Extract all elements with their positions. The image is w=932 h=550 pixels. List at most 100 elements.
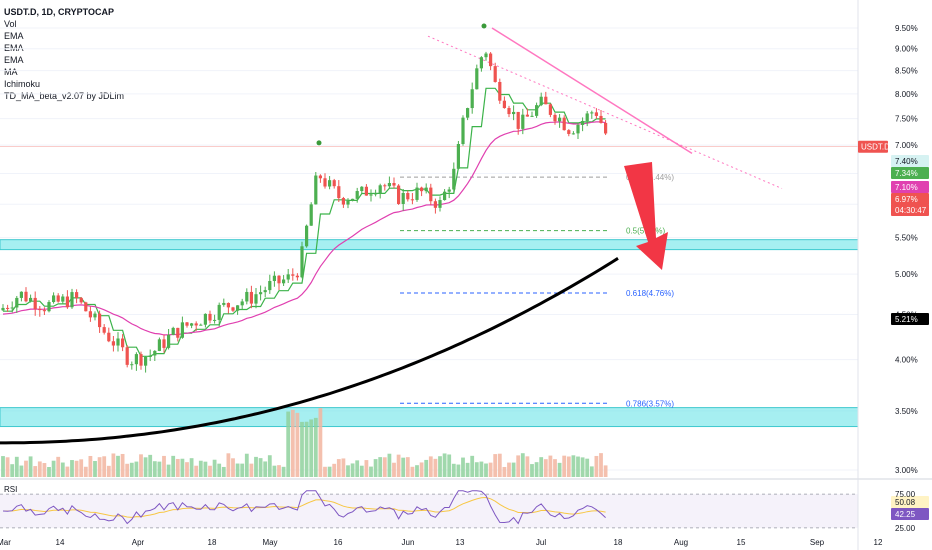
indicator-ema-1[interactable]: EMA <box>4 31 24 41</box>
volume-bar <box>557 462 562 477</box>
volume-bar <box>488 462 493 477</box>
volume-bar <box>410 466 415 477</box>
volume-bar <box>332 463 337 477</box>
volume-bar <box>194 465 199 477</box>
candle-body <box>530 115 534 117</box>
volume-bar <box>415 465 419 477</box>
bearish-arrow <box>624 162 668 270</box>
volume-bar <box>424 459 429 477</box>
price-label-bg <box>891 181 929 193</box>
volume-bar <box>19 465 24 477</box>
candle-body <box>585 113 589 121</box>
candle-body <box>162 339 166 348</box>
volume-bar <box>277 465 281 477</box>
candle-body <box>102 327 106 333</box>
down-arrow <box>624 162 668 270</box>
rsi-value-label: 42.25 <box>895 510 916 519</box>
rsi-value-label: 50.08 <box>895 498 916 507</box>
price-label-bg <box>891 193 929 205</box>
candle-body <box>61 296 65 302</box>
volume-bar <box>304 421 309 477</box>
volume-bar <box>221 466 226 477</box>
indicator-ema-2[interactable]: EMA <box>4 43 24 53</box>
candle-body <box>387 183 391 187</box>
volume-bar <box>447 454 452 477</box>
volume-bar <box>433 458 438 477</box>
candle-body <box>535 105 539 116</box>
volume-bar <box>313 417 318 477</box>
candle-body <box>383 185 387 187</box>
candle-body <box>456 143 460 169</box>
volume-bar <box>382 457 387 477</box>
candle-body <box>328 180 332 187</box>
candle-body <box>571 133 575 135</box>
candle-body <box>259 292 263 295</box>
candle-body <box>33 297 37 310</box>
volume-bar <box>258 458 263 477</box>
time-tick-label: 18 <box>208 538 217 547</box>
chart-title[interactable]: USDT.D, 1D, CRYPTOCAP <box>4 7 115 17</box>
candle-body <box>180 322 184 338</box>
volume-bar <box>134 461 139 477</box>
indicator-vol[interactable]: Vol <box>4 19 17 29</box>
indicator-ma[interactable]: MA <box>4 67 18 77</box>
candle-body <box>323 178 327 187</box>
candle-body <box>176 327 180 338</box>
candle-body <box>594 112 598 116</box>
volume-bar <box>589 466 594 477</box>
candle-body <box>75 292 79 298</box>
volume-bar <box>461 457 465 477</box>
price-label-bg <box>891 155 929 167</box>
volume-bar <box>143 457 148 477</box>
candle-body <box>88 311 92 318</box>
candle-body <box>116 338 120 346</box>
candle-body <box>364 186 368 196</box>
volume-bar <box>203 461 208 477</box>
volume-bar <box>585 458 590 477</box>
volume-bar <box>419 462 424 477</box>
candle-body <box>208 313 212 321</box>
volume-bar <box>267 455 272 477</box>
candle-body <box>424 187 428 192</box>
candle-body <box>38 309 42 311</box>
volume-bar <box>33 466 38 477</box>
volume-bar <box>139 454 143 477</box>
volume-bar <box>47 466 51 477</box>
price-label: 6.97% <box>895 195 918 204</box>
time-axis[interactable]: Mar 14 Apr 18 May 16 Jun 13 Jul 18 Aug 15 Sep 12 <box>0 538 883 547</box>
fib-label: 0.618(4.76%) <box>626 289 674 298</box>
volume-bar <box>346 465 350 477</box>
time-tick-label: Apr <box>132 538 145 547</box>
indicator-td-ma[interactable]: TD_MA_beta_v2.07 by JDLim <box>4 91 125 101</box>
price-tick-label: 9.00% <box>895 45 918 54</box>
price-label: 5.21% <box>895 315 918 324</box>
price-axis[interactable]: 9.50%9.00%8.50%8.00%7.50%7.00%6.50%6.00%… <box>857 0 929 550</box>
candle-body <box>525 114 529 117</box>
volume-bar <box>60 462 65 477</box>
candle-body <box>15 297 19 308</box>
candle-body <box>314 175 318 205</box>
rsi-line <box>2 490 606 525</box>
indicator-ema-3[interactable]: EMA <box>4 55 24 65</box>
volume-bar <box>553 459 557 477</box>
candle-body <box>213 319 217 321</box>
time-tick-label: Sep <box>810 538 825 547</box>
volume-bar <box>189 458 194 477</box>
volume-bar <box>438 456 442 477</box>
candle-body <box>10 307 14 309</box>
candle-body <box>410 199 414 201</box>
volume-bar <box>484 463 488 477</box>
signal-marker <box>316 140 322 146</box>
volume-bar <box>24 460 28 477</box>
support-zone <box>0 407 859 428</box>
rsi-tick-label: 75.00 <box>895 490 916 499</box>
volume-bar <box>341 458 346 477</box>
indicator-ichimoku[interactable]: Ichimoku <box>4 79 41 89</box>
volume-bar <box>525 456 530 477</box>
candle-body <box>351 198 355 201</box>
volume-bar <box>231 458 235 477</box>
candle-body <box>29 297 33 302</box>
volume-bar <box>442 453 447 477</box>
candle-body <box>139 354 143 366</box>
